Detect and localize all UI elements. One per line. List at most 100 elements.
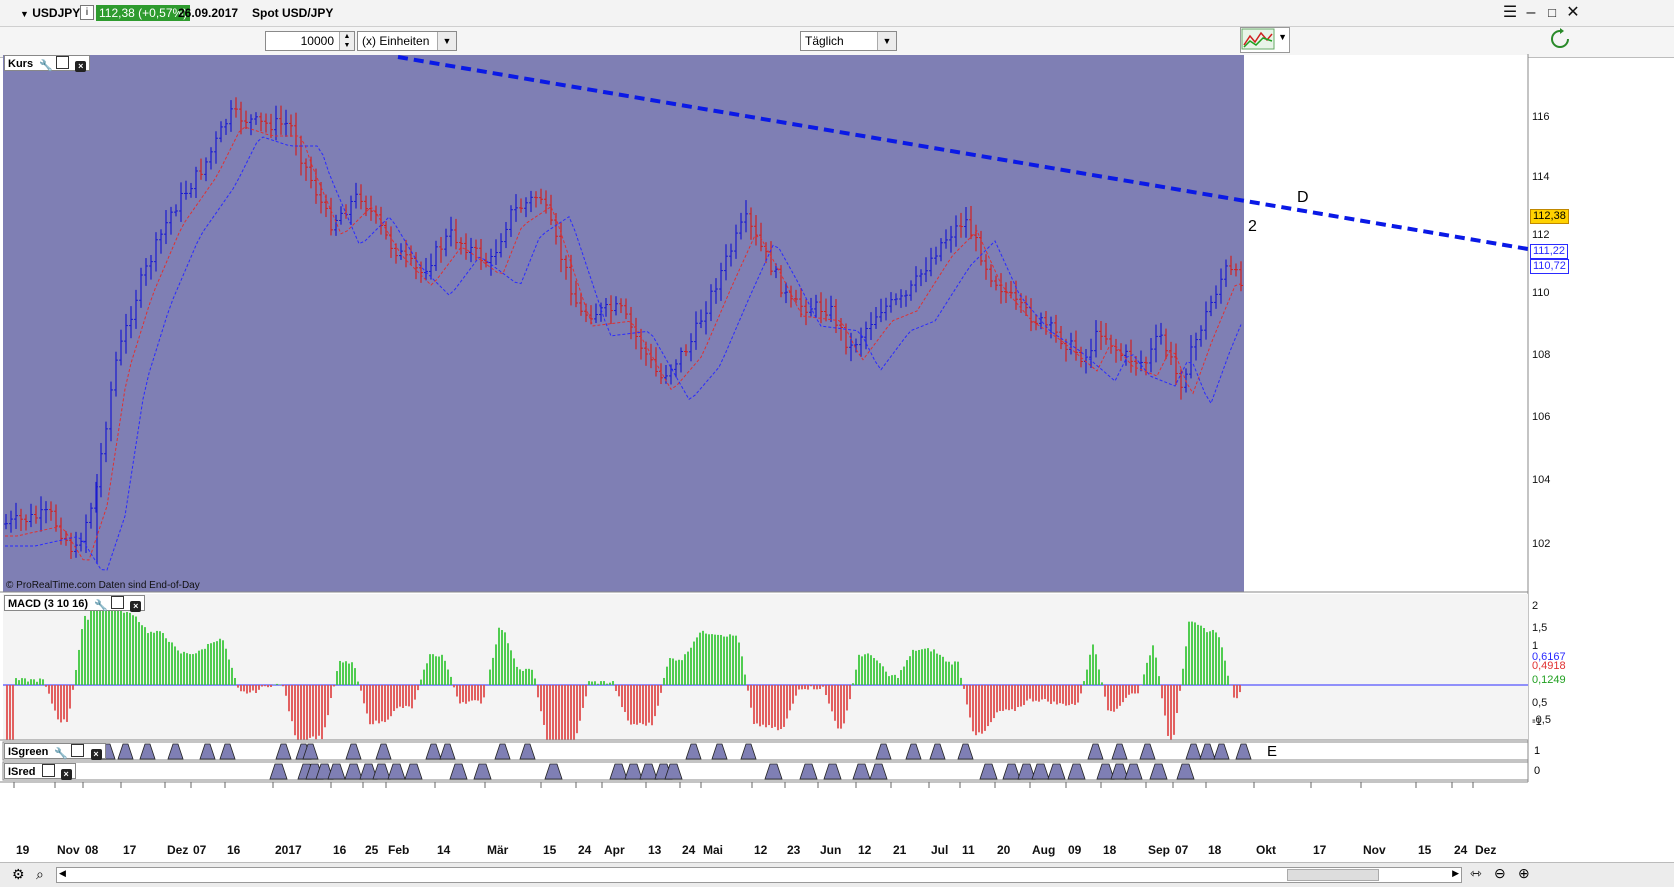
macd-bar [66, 685, 68, 722]
macd-bar [1221, 647, 1223, 685]
macd-bar [297, 685, 299, 740]
macd-bar [150, 632, 152, 685]
x-tick-label: 19 [16, 843, 29, 857]
panel-close-icon[interactable]: × [61, 769, 72, 780]
window-icon[interactable] [56, 56, 69, 69]
macd-bar [549, 685, 551, 740]
stepper-arrows-icon[interactable]: ▲▼ [339, 32, 354, 50]
macd-bar [396, 685, 398, 708]
scroll-thumb[interactable] [1287, 869, 1379, 881]
macd-bar [36, 682, 38, 685]
macd-bar [531, 670, 533, 685]
window-icon[interactable] [71, 744, 84, 757]
quantity-stepper[interactable]: 10000 ▲▼ [265, 31, 355, 51]
scroll-right-icon[interactable]: ▶ [1452, 868, 1459, 879]
macd-bar [837, 685, 839, 728]
macd-bar [939, 655, 941, 685]
macd-bar [1095, 654, 1097, 685]
macd-bar [615, 685, 617, 691]
window-icon[interactable] [111, 596, 124, 609]
x-tick-label: Jul [931, 843, 948, 857]
magnifier-icon[interactable]: ⌕ [36, 866, 44, 883]
panel-close-icon[interactable]: × [91, 749, 102, 760]
macd-bar [1110, 685, 1112, 711]
macd-bar [885, 672, 887, 685]
window-icon[interactable] [42, 764, 55, 777]
info-icon[interactable]: i [80, 5, 94, 20]
macd-bar [588, 681, 590, 685]
macd-bar [1014, 685, 1016, 711]
macd-bar [1056, 685, 1058, 704]
macd-bar [144, 627, 146, 685]
macd-bar [921, 649, 923, 685]
horizontal-scrollbar[interactable]: ◀ ▶ [56, 867, 1462, 883]
macd-bar [603, 681, 605, 685]
macd-bar [1209, 631, 1211, 685]
refresh-icon[interactable] [1548, 27, 1572, 53]
macd-bar [1050, 685, 1052, 704]
macd-bar [630, 685, 632, 725]
unit-select[interactable]: (x) Einheiten ▼ [357, 31, 457, 51]
macd-bar [1083, 681, 1085, 685]
macd-bar [663, 678, 665, 685]
macd-bar [270, 685, 272, 687]
macd-bar [507, 643, 509, 685]
chart-area[interactable] [0, 54, 1674, 862]
macd-bar [399, 685, 401, 707]
macd-bar [1065, 685, 1067, 706]
period-select[interactable]: Täglich ▼ [800, 31, 897, 51]
x-tick-label: 08 [85, 843, 98, 857]
macd-bar [309, 685, 311, 738]
x-tick-label: 07 [1175, 843, 1188, 857]
macd-bar [75, 670, 77, 685]
macd-bar [135, 617, 137, 685]
macd-bar [807, 685, 809, 690]
macd-bar [633, 685, 635, 724]
panel-close-icon[interactable]: × [130, 601, 141, 612]
macd-bar [699, 633, 701, 685]
macd-bar [687, 652, 689, 685]
macd-bar [447, 670, 449, 685]
chart-settings-icon[interactable]: ⚙ [12, 866, 25, 883]
instrument-name: Spot USD/JPY [252, 6, 333, 20]
macd-bar [585, 685, 587, 696]
wrench-icon[interactable]: 🔧 [54, 746, 65, 757]
wrench-icon[interactable]: 🔧 [94, 598, 105, 609]
macd-bar [612, 681, 614, 685]
macd-bar [126, 612, 128, 685]
zoom-out-icon[interactable]: ⊖ [1494, 865, 1506, 882]
maximize-icon[interactable]: □ [1542, 3, 1562, 23]
quantity-value: 10000 [301, 34, 334, 48]
close-icon[interactable]: ✕ [1563, 3, 1583, 23]
macd-bar [993, 685, 995, 718]
price-tick-label: 108 [1532, 349, 1550, 361]
fit-icon[interactable]: ⇿ [1470, 865, 1482, 882]
macd-bar [63, 685, 65, 719]
wrench-icon[interactable]: 🔧 [39, 58, 50, 69]
macd-bar [843, 685, 845, 723]
macd-bar [1086, 670, 1088, 685]
price-tick-label: 112 [1532, 229, 1550, 241]
menu-icon[interactable]: ☰ [1500, 3, 1520, 23]
macd-bar [933, 649, 935, 685]
macd-bar [420, 680, 422, 685]
macd-bar [48, 685, 50, 694]
macd-bar [105, 610, 107, 685]
unit-select-label: (x) Einheiten [362, 34, 429, 48]
macd-bar [801, 685, 803, 689]
macd-bar [336, 671, 338, 685]
zoom-in-icon[interactable]: ⊕ [1518, 865, 1530, 882]
macd-bar [1092, 644, 1094, 685]
minimize-icon[interactable]: – [1521, 3, 1541, 23]
scroll-left-icon[interactable]: ◀ [59, 868, 66, 879]
macd-bar [891, 675, 893, 685]
x-tick-label: 14 [437, 843, 450, 857]
macd-bar [957, 662, 959, 685]
panel-close-icon[interactable]: × [75, 61, 86, 72]
symbol-dropdown[interactable]: ▼ USDJPY [20, 6, 80, 20]
chart-type-button[interactable]: ▼ [1240, 27, 1290, 53]
macd-bar [303, 685, 305, 740]
macd-bar [798, 685, 800, 689]
macd-bar [459, 685, 461, 703]
x-tick-label: Apr [604, 843, 625, 857]
